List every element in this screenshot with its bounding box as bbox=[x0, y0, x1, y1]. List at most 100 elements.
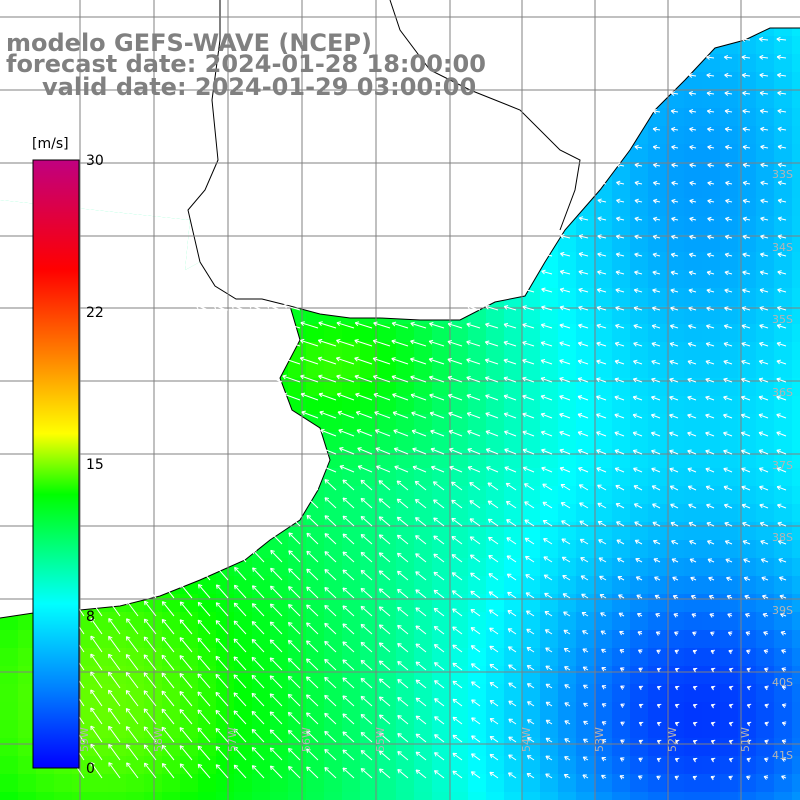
field-cell bbox=[540, 486, 559, 505]
wind-arrow-head bbox=[764, 685, 769, 688]
field-cell bbox=[342, 360, 361, 379]
wind-arrow bbox=[634, 182, 643, 185]
wind-arrow-head bbox=[541, 466, 546, 469]
wind-arrow-head bbox=[707, 218, 711, 222]
wind-arrow-head bbox=[597, 287, 602, 291]
field-cell bbox=[720, 216, 739, 235]
field-cell bbox=[792, 180, 800, 199]
field-cell bbox=[792, 234, 800, 253]
field-cell bbox=[720, 468, 739, 487]
wind-arrow-head bbox=[706, 92, 711, 96]
wind-arrow-head bbox=[651, 467, 656, 470]
field-cell bbox=[234, 774, 253, 793]
field-cell bbox=[144, 792, 163, 800]
field-cell bbox=[270, 540, 289, 559]
wind-arrow-head bbox=[670, 307, 674, 312]
field-cell bbox=[648, 756, 667, 775]
field-cell bbox=[558, 306, 577, 325]
field-cell bbox=[576, 252, 595, 271]
wind-arrow-head bbox=[728, 631, 733, 633]
field-cell bbox=[270, 792, 289, 800]
field-cell bbox=[666, 432, 685, 451]
wind-arrow-head bbox=[725, 162, 730, 166]
field-cell bbox=[90, 774, 109, 793]
wind-arrow-head bbox=[197, 746, 200, 751]
field-cell bbox=[576, 630, 595, 649]
wind-arrow-head bbox=[597, 253, 601, 258]
field-cell bbox=[360, 540, 379, 559]
wind-arrow bbox=[653, 217, 661, 221]
field-cell bbox=[342, 540, 361, 559]
wind-arrow-head bbox=[230, 305, 234, 309]
field-cell bbox=[486, 306, 505, 325]
field-cell bbox=[684, 216, 703, 235]
field-cell bbox=[126, 702, 145, 721]
field-cell bbox=[342, 414, 361, 433]
wind-arrow-head bbox=[197, 602, 200, 607]
wind-arrow-head bbox=[777, 289, 781, 293]
field-cell bbox=[360, 432, 379, 451]
wind-arrow-head bbox=[688, 306, 693, 309]
wind-arrow-head bbox=[706, 271, 711, 276]
wind-arrow bbox=[742, 253, 751, 257]
wind-arrow-head bbox=[706, 56, 710, 60]
field-cell bbox=[18, 756, 37, 775]
field-cell bbox=[378, 432, 397, 451]
wind-arrow-head bbox=[448, 429, 454, 432]
field-cell bbox=[756, 396, 775, 415]
wind-arrow bbox=[560, 288, 571, 293]
wind-arrow-head bbox=[689, 162, 694, 166]
wind-arrow-head bbox=[707, 162, 712, 166]
field-cell bbox=[162, 756, 181, 775]
field-cell bbox=[306, 594, 325, 613]
field-cell bbox=[306, 342, 325, 361]
field-cell bbox=[504, 450, 523, 469]
field-cell bbox=[576, 342, 595, 361]
wind-arrow-head bbox=[634, 144, 639, 148]
wind-arrow-head bbox=[760, 235, 764, 240]
field-cell bbox=[90, 756, 109, 775]
field-cell bbox=[378, 792, 397, 800]
wind-arrow-head bbox=[560, 235, 564, 239]
field-cell bbox=[486, 360, 505, 379]
field-cell bbox=[756, 558, 775, 577]
wind-arrow-head bbox=[485, 412, 490, 414]
wind-arrow-head bbox=[265, 304, 270, 309]
field-cell bbox=[648, 216, 667, 235]
wind-arrow-head bbox=[724, 271, 729, 276]
field-cell bbox=[540, 612, 559, 631]
wind-arrow-head bbox=[653, 180, 658, 184]
field-cell bbox=[756, 72, 775, 91]
field-cell bbox=[576, 756, 595, 775]
field-cell bbox=[684, 756, 703, 775]
field-cell bbox=[684, 504, 703, 523]
field-cell bbox=[252, 720, 271, 739]
field-cell bbox=[180, 738, 199, 757]
field-cell bbox=[450, 396, 469, 415]
field-cell bbox=[792, 540, 800, 559]
field-cell bbox=[630, 162, 649, 181]
field-cell bbox=[450, 576, 469, 595]
field-cell bbox=[720, 738, 739, 757]
field-cell bbox=[666, 270, 685, 289]
wind-arrow-head bbox=[578, 271, 583, 275]
field-cell bbox=[558, 540, 577, 559]
wind-arrow-head bbox=[283, 303, 288, 306]
wind-arrow-head bbox=[541, 288, 545, 293]
field-cell bbox=[774, 468, 793, 487]
wind-arrow-head bbox=[689, 236, 693, 240]
field-cell bbox=[342, 396, 361, 415]
field-cell bbox=[540, 522, 559, 541]
field-cell bbox=[684, 666, 703, 685]
field-cell bbox=[90, 630, 109, 649]
field-cell bbox=[756, 720, 775, 739]
field-cell bbox=[18, 702, 37, 721]
field-cell bbox=[540, 432, 559, 451]
wind-arrow bbox=[707, 182, 715, 185]
field-cell bbox=[306, 396, 325, 415]
field-cell bbox=[198, 774, 217, 793]
field-cell bbox=[342, 504, 361, 523]
field-cell bbox=[576, 576, 595, 595]
wind-arrow bbox=[578, 288, 589, 293]
field-cell bbox=[612, 396, 631, 415]
